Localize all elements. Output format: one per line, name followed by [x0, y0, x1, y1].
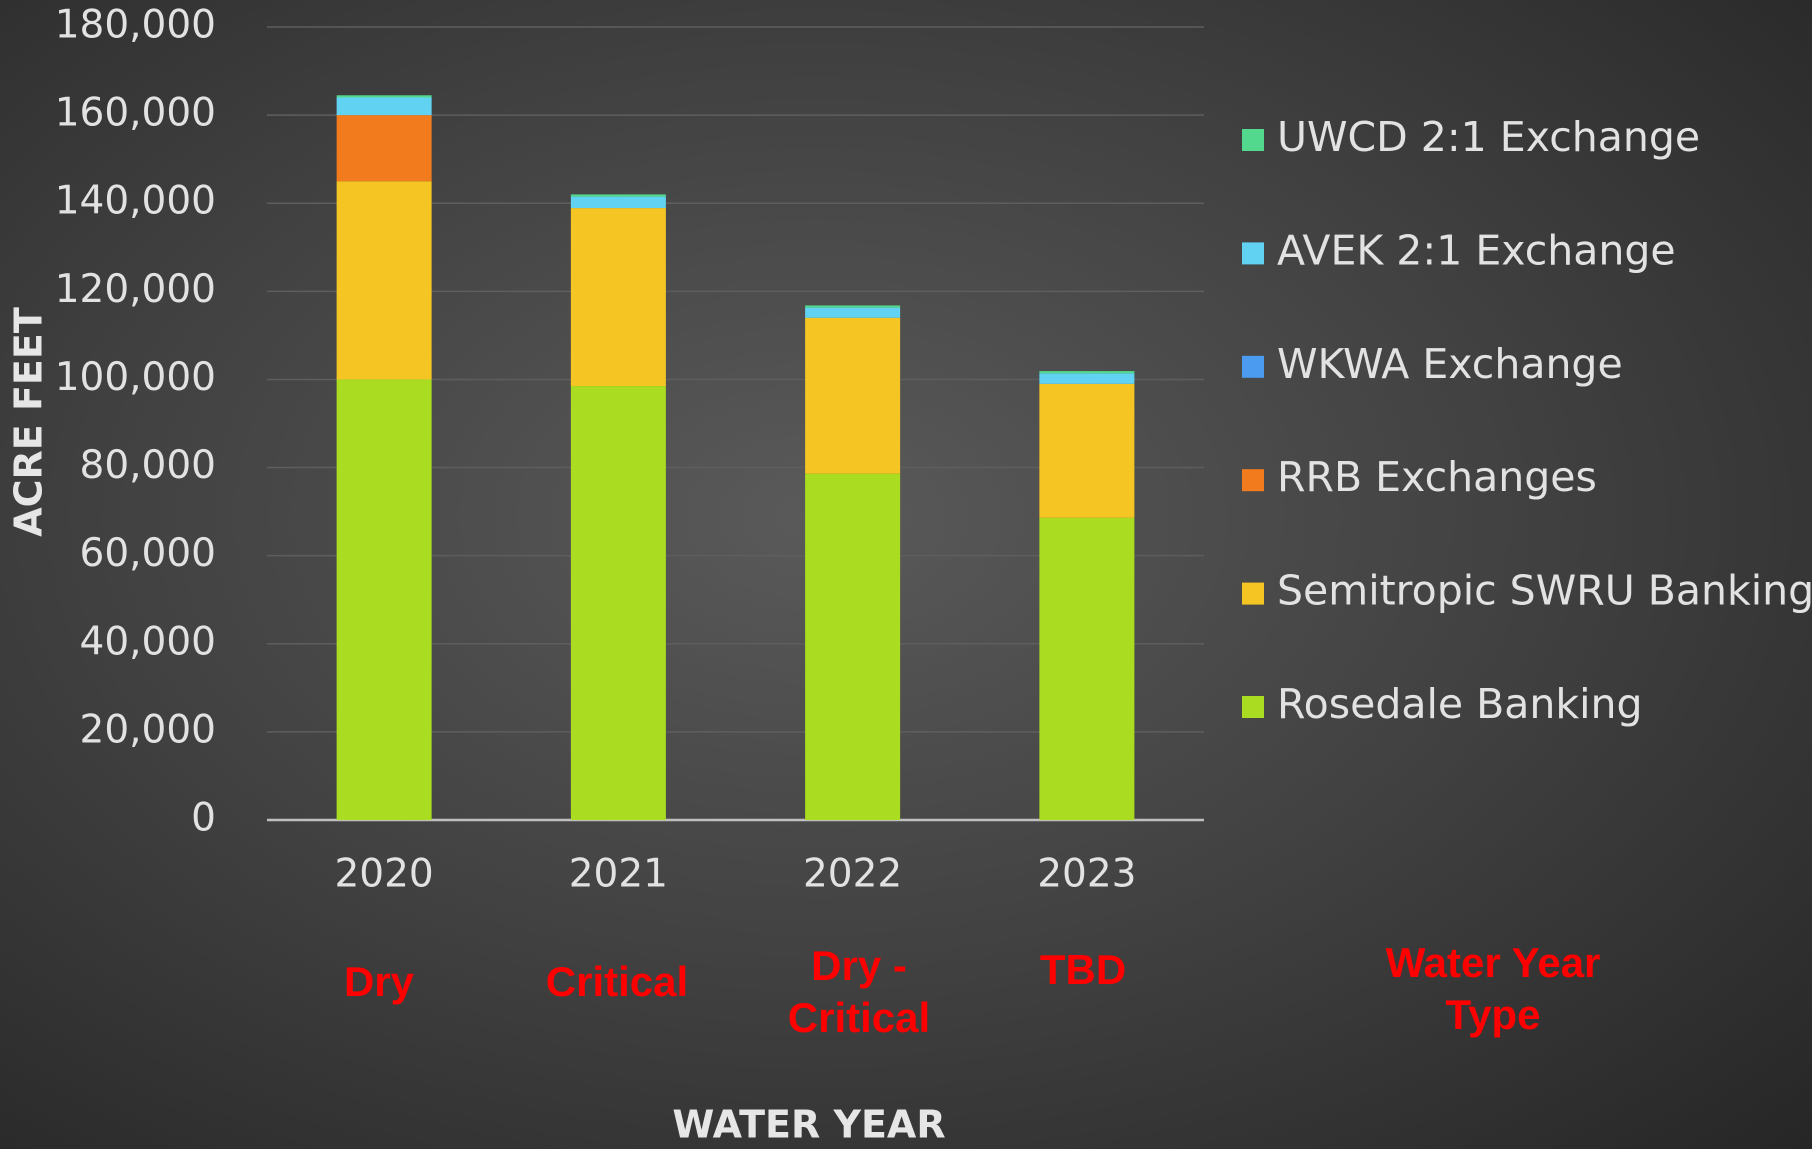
legend-swatch	[1242, 582, 1264, 605]
bar-segment	[336, 97, 432, 116]
y-tick-label: 40,000	[80, 619, 216, 664]
legend-swatch	[1242, 129, 1264, 151]
annotation: Water Year Type	[1385, 939, 1601, 1038]
x-tick-label: 2023	[1037, 852, 1136, 897]
legend-swatch	[1242, 469, 1264, 492]
y-tick-label: 160,000	[55, 91, 216, 136]
y-tick-label: 120,000	[55, 267, 216, 312]
y-tick-label: 20,000	[80, 707, 216, 752]
legend-label: WKWA Exchange	[1277, 340, 1623, 388]
bar-segment	[805, 473, 901, 820]
annotation: Dry - Critical	[787, 942, 931, 1041]
bar-segment	[805, 307, 901, 318]
bar-segment	[570, 194, 666, 197]
annotation: Critical	[545, 958, 689, 1005]
annotation: Dry	[343, 958, 415, 1005]
bar-segment	[570, 208, 666, 387]
bar-segment	[805, 305, 901, 308]
y-tick-label: 80,000	[80, 443, 216, 488]
y-tick-label: 180,000	[55, 3, 216, 48]
x-tick-label: 2022	[803, 852, 902, 897]
y-axis-label: ACRE FEET	[7, 307, 51, 537]
legend-swatch	[1242, 355, 1264, 378]
bar-segment	[336, 379, 432, 820]
bar-segment	[570, 386, 666, 820]
legend-label: UWCD 2:1 Exchange	[1277, 113, 1700, 161]
bar-segment	[1039, 373, 1135, 384]
y-tick-label: 100,000	[55, 355, 216, 400]
annotation: TBD	[1039, 946, 1127, 993]
bar-segment	[336, 95, 432, 98]
y-tick-label: 0	[191, 796, 216, 841]
bar-segment	[336, 115, 432, 182]
bar-segment	[336, 181, 432, 380]
y-tick-label: 140,000	[55, 179, 216, 224]
bar-segment	[1039, 517, 1135, 820]
bar-segment	[805, 317, 901, 474]
y-tick-label: 60,000	[80, 531, 216, 576]
legend-label: Semitropic SWRU Banking	[1277, 567, 1812, 615]
bar-segment	[1039, 383, 1135, 518]
legend-swatch	[1242, 696, 1264, 718]
legend-label: AVEK 2:1 Exchange	[1277, 226, 1676, 274]
x-axis-label: WATER YEAR	[672, 1103, 945, 1147]
x-tick-label: 2021	[569, 852, 668, 897]
legend-label: RRB Exchanges	[1277, 453, 1597, 501]
bar-segment	[570, 196, 666, 209]
bar-segment	[1039, 371, 1135, 374]
legend-label: Rosedale Banking	[1277, 680, 1643, 728]
x-tick-label: 2020	[334, 852, 433, 897]
legend-swatch	[1242, 242, 1264, 265]
